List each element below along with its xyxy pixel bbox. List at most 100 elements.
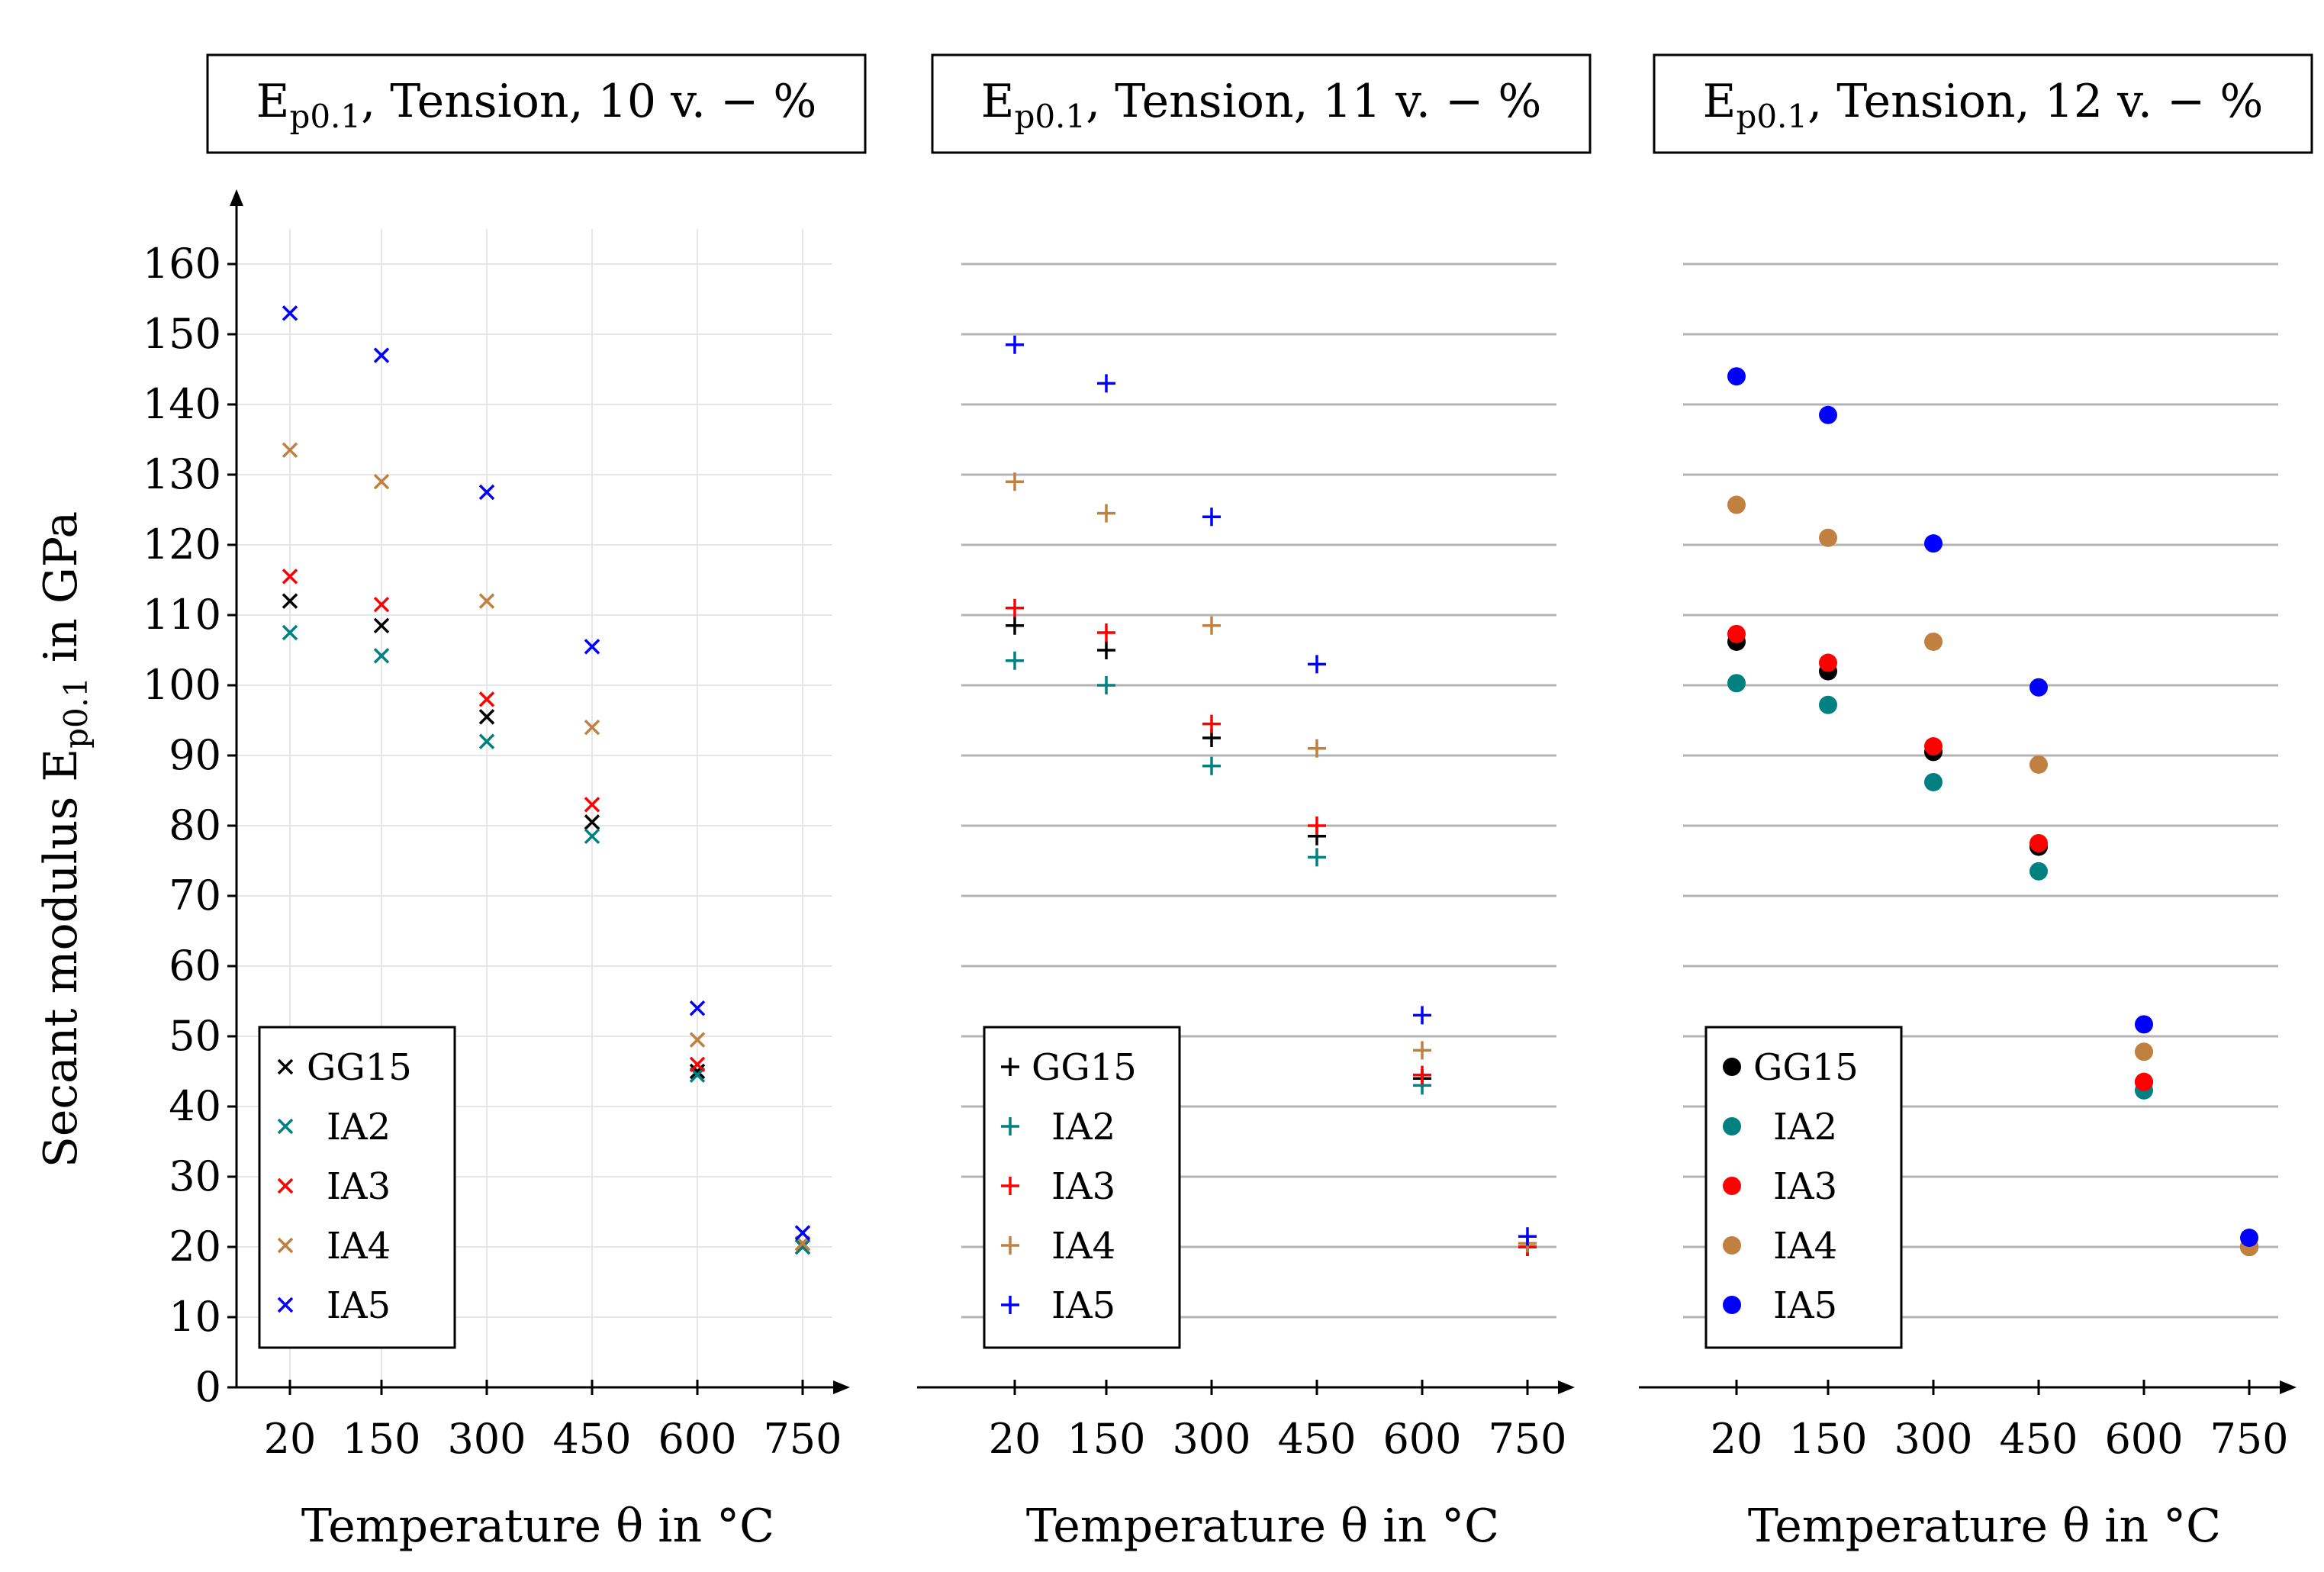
data-point (282, 593, 298, 609)
data-point (1924, 772, 1943, 791)
legend-label: GG15 (307, 1046, 412, 1089)
series-ia2 (282, 624, 811, 1255)
y-axis-arrow (230, 189, 243, 206)
data-point (584, 814, 600, 830)
title-box (931, 53, 1592, 154)
legend-label: IA5 (1051, 1284, 1115, 1327)
data-point (2029, 834, 2048, 852)
legend-marker (1001, 1296, 1019, 1314)
title-box (206, 53, 867, 154)
x-tick-label: 450 (1277, 1415, 1356, 1463)
x-tick-label: 20 (989, 1415, 1041, 1463)
legend-box (258, 1026, 456, 1349)
legend-marker (1001, 1177, 1019, 1195)
y-tick-label: 120 (143, 520, 221, 569)
legend-box (983, 1026, 1181, 1349)
legend-label: IA3 (1773, 1165, 1837, 1208)
data-point (1413, 1041, 1431, 1060)
data-point (2135, 1072, 2153, 1091)
data-point (478, 733, 495, 749)
legend-label: IA4 (1051, 1225, 1115, 1268)
series-ia2 (1006, 651, 1537, 1256)
y-tick-label: 20 (169, 1222, 221, 1271)
legend-label: GG15 (1032, 1046, 1137, 1089)
data-point (1924, 737, 1943, 756)
data-point (1819, 528, 1837, 547)
data-point (2240, 1229, 2258, 1248)
data-point (1006, 472, 1024, 491)
legend: GG15 IA2 IA3 IA4 IA5 (258, 1026, 456, 1349)
title-text: Ep0.1, Tension, 11 v. − % (981, 75, 1542, 135)
data-point (1819, 695, 1837, 714)
series-ia5 (1727, 367, 2258, 1248)
data-point (1097, 504, 1115, 523)
data-point (373, 596, 390, 613)
y-tick-label: 60 (169, 942, 221, 990)
data-point (1727, 495, 1746, 514)
data-point (1924, 534, 1943, 553)
data-point (478, 484, 495, 501)
data-point (282, 624, 298, 641)
legend-marker (277, 1058, 294, 1075)
data-point (1097, 374, 1115, 393)
data-point (373, 648, 390, 664)
legend-label: GG15 (1753, 1046, 1859, 1089)
panels: 0 10 20 30 40 50 60 70 80 90 100 110 120 130 140 150 160… (143, 53, 2313, 1553)
y-tick-label: 110 (143, 591, 221, 639)
data-point (478, 709, 495, 725)
x-tick-label: 20 (1711, 1415, 1763, 1463)
data-point (1202, 756, 1221, 775)
legend-marker (1001, 1236, 1019, 1255)
data-point (1518, 1227, 1537, 1246)
x-tick-label: 450 (552, 1415, 631, 1463)
legend-marker (1001, 1058, 1019, 1076)
x-axis-label: Temperature θ in °C (1026, 1500, 1499, 1553)
data-point (1924, 632, 1943, 651)
data-point (1308, 739, 1326, 758)
chart-title: Ep0.1, Tension, 12 v. − % (1653, 53, 2313, 154)
legend-marker (1723, 1236, 1741, 1255)
data-point (373, 347, 390, 363)
data-point (1413, 1006, 1431, 1025)
data-point (1006, 598, 1024, 617)
x-tick-label: 750 (2210, 1415, 2288, 1463)
legend-marker (277, 1297, 294, 1313)
data-point (282, 569, 298, 585)
title-text: Ep0.1, Tension, 12 v. − % (1703, 75, 2264, 135)
data-point (1819, 653, 1837, 672)
data-point (1308, 848, 1326, 867)
data-point (1097, 676, 1115, 694)
legend: GG15 IA2 IA3 IA4 IA5 (1704, 1026, 1903, 1349)
y-tick-label: 10 (169, 1293, 221, 1341)
legend-marker (1001, 1117, 1019, 1136)
series-ia4 (1727, 495, 2258, 1256)
data-point (2029, 755, 2048, 774)
data-point (1202, 616, 1221, 635)
title-box (1653, 53, 2313, 154)
x-tick-label: 300 (1172, 1415, 1251, 1463)
x-axis-label: Temperature θ in °C (301, 1500, 774, 1553)
legend-marker (1723, 1058, 1741, 1076)
data-point (584, 719, 600, 736)
legend-label: IA4 (327, 1225, 391, 1268)
chart-panel-2: 20 150 300 450 600 750 Temperature θ in °C Ep0.… (917, 53, 1592, 1553)
data-point (689, 1000, 706, 1016)
x-tick-label: 20 (264, 1415, 317, 1463)
data-point (1006, 616, 1024, 635)
data-point (373, 617, 390, 634)
legend-marker (1723, 1177, 1741, 1195)
legend-marker (277, 1237, 294, 1254)
legend-label: IA5 (327, 1284, 391, 1327)
data-point (282, 305, 298, 321)
y-tick-label: 160 (143, 240, 221, 288)
data-point (689, 1032, 706, 1048)
data-point (1308, 655, 1326, 674)
data-point (1727, 367, 1746, 386)
data-point (2135, 1042, 2153, 1061)
data-point (1202, 714, 1221, 733)
y-tick-label: 100 (143, 661, 221, 709)
data-point (478, 691, 495, 707)
x-tick-label: 300 (447, 1415, 526, 1463)
data-point (1308, 817, 1326, 835)
